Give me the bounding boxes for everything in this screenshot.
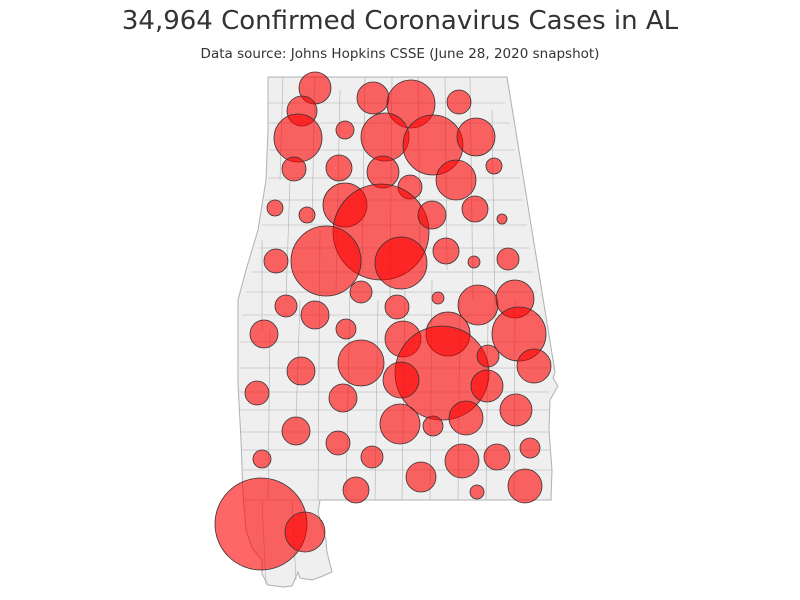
county-case-bubble[interactable] [422,415,444,437]
county-case-bubble[interactable] [485,157,503,175]
county-case-bubble[interactable] [435,159,477,201]
county-case-bubble[interactable] [266,199,284,217]
map-title: 34,964 Confirmed Coronavirus Cases in AL [121,6,679,36]
county-case-bubble[interactable] [444,443,480,479]
county-case-bubble[interactable] [244,380,270,406]
county-case-bubble[interactable] [366,155,400,189]
county-case-bubble[interactable] [290,225,362,297]
county-case-bubble[interactable] [379,403,421,445]
county-case-bubble[interactable] [249,319,279,349]
county-case-bubble[interactable] [405,461,437,493]
county-case-bubble[interactable] [349,280,373,304]
county-case-bubble[interactable] [274,294,298,318]
county-case-bubble[interactable] [499,393,533,427]
county-case-bubble[interactable] [325,154,353,182]
county-case-bubble[interactable] [335,120,355,140]
county-case-bubble[interactable] [281,156,307,182]
county-case-bubble[interactable] [446,89,472,115]
county-case-bubble[interactable] [298,206,316,224]
county-case-bubble[interactable] [483,443,511,471]
county-case-bubble[interactable] [286,356,316,386]
county-case-bubble[interactable] [496,247,520,271]
county-case-bubble[interactable] [384,294,410,320]
county-case-bubble[interactable] [507,468,543,504]
county-case-bubble[interactable] [328,383,358,413]
county-case-bubble[interactable] [496,213,508,225]
county-case-bubble[interactable] [469,484,485,500]
county-case-bubble[interactable] [476,344,500,368]
county-case-bubble[interactable] [281,416,311,446]
county-case-bubble[interactable] [360,112,410,162]
county-case-bubble[interactable] [432,237,460,265]
county-case-bubble[interactable] [335,318,357,340]
county-case-bubble[interactable] [342,476,370,504]
county-case-bubble[interactable] [337,339,385,387]
county-case-bubble[interactable] [516,348,552,384]
county-case-bubble[interactable] [448,400,484,436]
county-case-bubble[interactable] [374,236,428,290]
county-case-bubble[interactable] [470,369,504,403]
county-case-bubble[interactable] [417,200,447,230]
county-case-bubble[interactable] [252,449,272,469]
county-case-bubble[interactable] [284,511,326,553]
county-case-bubble[interactable] [273,113,323,163]
county-case-bubble[interactable] [431,291,445,305]
county-boundary [285,179,291,301]
county-boundary [267,329,271,501]
county-case-bubble[interactable] [467,255,481,269]
county-case-bubble[interactable] [382,361,420,399]
county-case-bubble[interactable] [263,248,289,274]
county-case-bubble[interactable] [519,437,541,459]
county-case-bubble[interactable] [356,81,390,115]
bubble-layer [214,71,552,571]
county-case-bubble[interactable] [325,430,351,456]
map-subtitle: Data source: Johns Hopkins CSSE (June 28… [200,46,600,62]
county-case-bubble[interactable] [461,195,489,223]
county-case-bubble[interactable] [456,117,496,157]
county-case-bubble[interactable] [360,445,384,469]
county-case-bubble[interactable] [300,300,330,330]
